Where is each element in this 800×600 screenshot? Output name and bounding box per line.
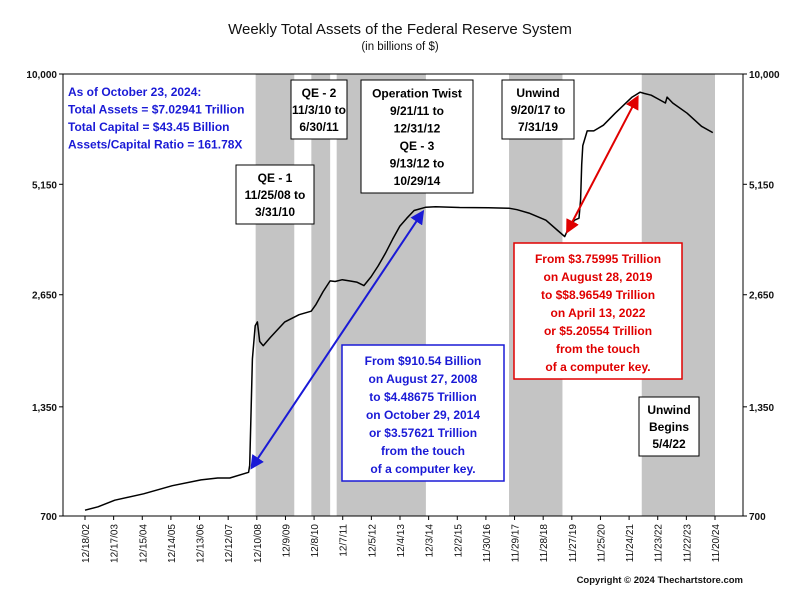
twist-qe3-label-box: [360, 79, 474, 194]
x-tick-label: 12/14/05: [167, 524, 178, 563]
x-tick-label: 12/7/11: [339, 524, 350, 557]
blue-callout-line: on August 27, 2008: [369, 372, 478, 386]
x-tick-label: 11/22/23: [682, 524, 693, 563]
unwind-label-line: 9/20/17 to: [511, 103, 566, 117]
x-tick-label: 11/20/24: [711, 524, 722, 563]
qe2-label-line: 6/30/11: [299, 120, 339, 134]
twist-qe3-label-line: 9/21/11 to: [390, 104, 444, 118]
info-line: As of October 23, 2024:: [68, 85, 201, 99]
x-tick-label: 12/5/12: [367, 524, 378, 558]
info-line: Total Capital = $43.45 Billion: [68, 120, 230, 134]
x-tick-label: 12/15/04: [138, 524, 149, 563]
red-callout-line: of a computer key.: [545, 360, 650, 374]
y-tick-label-left: 2,650: [32, 291, 57, 302]
qe1-label-line: 3/31/10: [255, 205, 295, 219]
twist-qe3-label-line: 10/29/14: [394, 174, 441, 188]
x-tick-label: 11/30/16: [482, 524, 493, 563]
unwind-begins-label-line: Unwind: [647, 403, 690, 417]
twist-qe3-label-line: 9/13/12 to: [390, 157, 445, 171]
x-tick-label: 12/9/09: [281, 524, 292, 558]
qe1-label-line: 11/25/08 to: [245, 188, 306, 202]
blue-callout-line: from the touch: [381, 444, 465, 458]
red-callout-box: [513, 242, 683, 380]
x-tick-label: 12/2/15: [453, 524, 464, 558]
x-tick-label: 12/12/07: [224, 524, 235, 563]
y-tick-label-left: 10,000: [26, 70, 57, 81]
shaded-period-1: [255, 74, 295, 516]
x-tick-label: 12/18/02: [81, 524, 92, 563]
unwind-label-line: Unwind: [516, 86, 559, 100]
red-callout-line: to $$8.96549 Trillion: [541, 288, 655, 302]
red-callout-line: or $5.20554 Trillion: [544, 324, 652, 338]
x-tick-label: 11/25/20: [596, 524, 607, 563]
y-tick-label-right: 700: [749, 512, 766, 523]
x-tick-label: 11/23/22: [654, 524, 665, 563]
x-tick-label: 12/17/03: [110, 524, 121, 563]
y-tick-label-left: 5,150: [32, 180, 57, 191]
unwind-label-box: [501, 79, 575, 140]
blue-callout-line: on October 29, 2014: [366, 408, 480, 422]
period-labels: QE - 1 11/25/08 to 3/31/10 QE - 2 11/3/10 to…: [235, 79, 700, 457]
y-tick-label-left: 700: [40, 512, 57, 523]
x-tick-label: 11/29/17: [511, 524, 522, 563]
annotation-callouts: From $910.54 Billion on August 27, 2008 to…: [341, 242, 683, 482]
x-tick-label: 12/10/08: [253, 524, 264, 563]
x-tick-label: 11/27/19: [568, 524, 579, 563]
red-callout-line: from the touch: [556, 342, 640, 356]
twist-qe3-label-line: Operation Twist: [372, 87, 462, 101]
y-tick-label-right: 5,150: [749, 180, 774, 191]
qe2-label-line: 11/3/10 to: [292, 103, 346, 117]
qe1-label-box: [235, 164, 315, 225]
info-box: As of October 23, 2024: Total Assets = $7…: [68, 85, 244, 152]
y-tick-label-right: 1,350: [749, 403, 774, 414]
copyright-note: Copyright © 2024 Thechartstore.com: [577, 575, 743, 586]
x-tick-label: 12/4/13: [396, 524, 407, 558]
red-callout-line: From $3.75995 Trillion: [535, 252, 661, 266]
x-tick-label: 11/28/18: [539, 524, 550, 563]
info-line: Total Assets = $7.02941 Trillion: [68, 103, 244, 117]
red-callout-line: on August 28, 2019: [544, 270, 653, 284]
info-line: Assets/Capital Ratio = 161.78X: [68, 138, 242, 152]
qe1-label-line: QE - 1: [258, 171, 293, 185]
blue-callout-line: From $910.54 Billion: [365, 354, 482, 368]
qe2-label-box: [290, 79, 348, 140]
y-tick-label-right: 2,650: [749, 291, 774, 302]
twist-qe3-label-line: QE - 3: [400, 139, 435, 153]
blue-callout-box: [341, 344, 505, 482]
x-tick-label: 12/8/10: [310, 524, 321, 558]
blue-callout-line: or $3.57621 Trillion: [369, 426, 477, 440]
y-axis-ticks: 10,000 10,000 5,150 5,150 2,650 2,650 1,350 1,3…: [26, 70, 780, 523]
x-tick-label: 12/13/06: [196, 524, 207, 563]
y-tick-label-left: 1,350: [32, 403, 57, 414]
annotation-arrow-red: [566, 94, 639, 234]
unwind-begins-label-line: Begins: [649, 420, 689, 434]
chart-subtitle: (in billions of $): [361, 41, 439, 53]
y-tick-label-right: 10,000: [749, 70, 780, 81]
x-tick-label: 11/24/21: [625, 524, 636, 563]
x-axis-ticks: 12/18/02 12/17/03 12/15/04 12/14/05 12/13/06…: [81, 516, 722, 563]
blue-callout-line: of a computer key.: [370, 462, 475, 476]
annotation-arrow-blue: [250, 209, 425, 470]
unwind-label-line: 7/31/19: [518, 120, 558, 134]
unwind-begins-label-box: [638, 396, 700, 457]
unwind-begins-label-line: 5/4/22: [652, 437, 686, 451]
twist-qe3-label-line: 12/31/12: [394, 122, 441, 136]
blue-callout-line: to $4.48675 Trillion: [369, 390, 476, 404]
red-callout-line: on April 13, 2022: [551, 306, 646, 320]
qe2-label-line: QE - 2: [302, 86, 337, 100]
chart-title: Weekly Total Assets of the Federal Reser…: [228, 21, 572, 38]
x-tick-label: 12/3/14: [425, 524, 436, 558]
